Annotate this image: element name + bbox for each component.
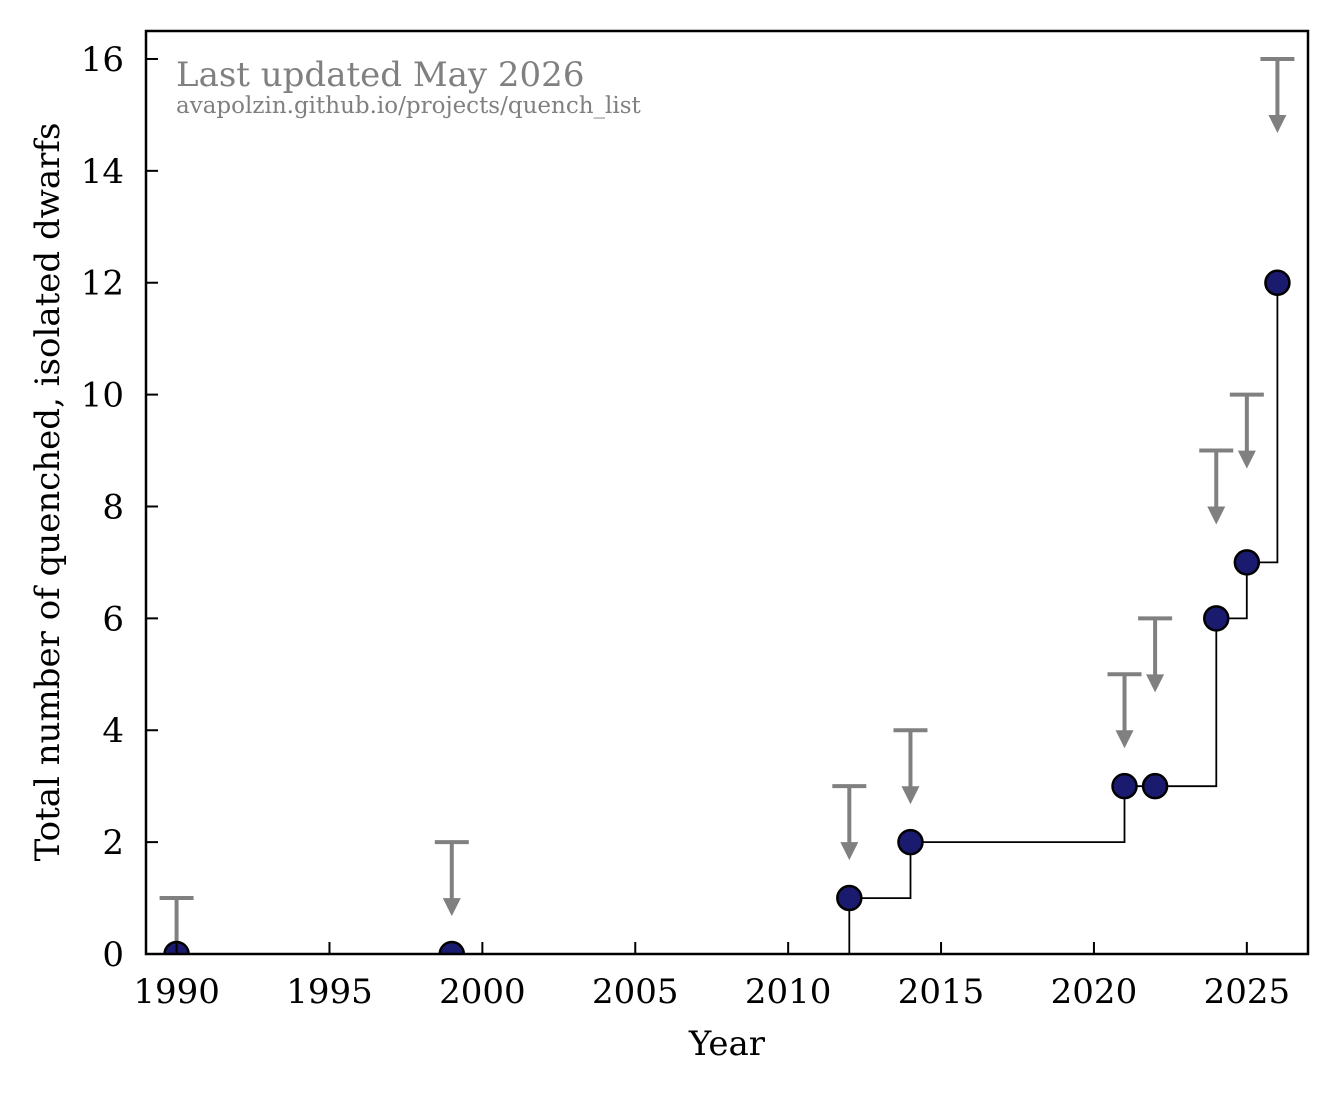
x-tick-label: 2010 [745,972,832,1012]
upper-limit-arrow [893,728,928,805]
upper-limit-arrow [1107,672,1142,749]
y-tick-label: 14 [81,152,124,192]
upper-limit-arrow [434,840,469,917]
x-tick-label: 2005 [592,972,679,1012]
upper-limit-head [901,786,920,805]
plot-frame [144,29,1310,956]
y-axis-ticks: 0 2 4 6 8 10 12 14 16 [81,40,158,975]
upper-limit-arrow [1229,392,1264,469]
data-point [1203,605,1230,632]
data-point-layer [163,269,1291,954]
upper-limit-arrow [1199,448,1234,525]
data-point [1141,772,1169,800]
data-point [1233,549,1261,576]
upper-limit-arrow [832,784,867,861]
last-updated-note: Last updated May 2026 [176,55,584,95]
x-tick-label: 2025 [1204,972,1291,1012]
y-axis-label: Total number of quenched, isolated dwarf… [28,123,68,862]
x-tick-label: 2015 [898,972,985,1012]
upper-limit-head [1268,114,1287,133]
x-tick-label: 1995 [286,972,373,1012]
x-tick-label: 2020 [1051,972,1138,1012]
upper-limit-head [1207,506,1226,525]
source-url-note: avapolzin.github.io/projects/quench_list [176,93,642,119]
x-tick-label: 2000 [439,972,526,1012]
data-point [836,884,863,912]
upper-limit-arrow [1138,616,1173,693]
upper-limit-head [442,898,461,917]
upper-limit-head [840,842,859,861]
y-tick-label: 4 [102,711,124,751]
y-tick-label: 8 [102,487,124,527]
data-point [438,940,466,954]
y-tick-label: 12 [81,264,124,304]
upper-limit-head [168,954,186,972]
y-tick-label: 10 [81,376,124,416]
x-axis-ticks: 1990 1995 2000 2005 2010 2015 2020 2025 [133,942,1290,1012]
data-point [897,828,924,856]
upper-limit-head [1146,674,1165,693]
data-point [1264,269,1291,296]
y-tick-label: 0 [102,935,124,975]
upper-limit-arrow [159,896,194,972]
upper-limit-layer [159,56,1295,972]
x-tick-label: 1990 [133,972,220,1012]
y-tick-label: 2 [102,823,124,863]
upper-limit-arrow [1260,56,1295,133]
upper-limit-head [1237,450,1256,469]
data-point [1111,772,1138,800]
y-tick-label: 6 [102,599,124,639]
upper-limit-head [1115,730,1134,749]
y-tick-label: 16 [81,40,124,80]
x-axis-label: Year [688,1024,766,1064]
